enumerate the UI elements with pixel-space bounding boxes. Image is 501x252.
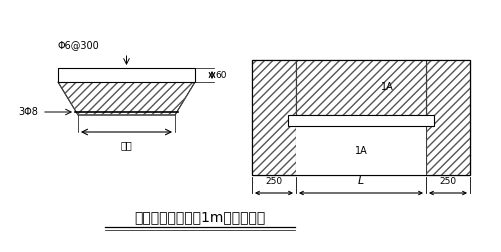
Polygon shape xyxy=(58,82,195,115)
Text: 当洞宽小于或等于1m时过梁做法: 当洞宽小于或等于1m时过梁做法 xyxy=(134,210,266,224)
Bar xyxy=(296,60,426,115)
Bar xyxy=(296,60,426,115)
Bar xyxy=(426,60,470,175)
Text: 洞宽: 洞宽 xyxy=(121,140,132,150)
Bar xyxy=(252,60,470,175)
Bar xyxy=(288,115,434,126)
Text: 1A: 1A xyxy=(355,145,367,155)
Bar xyxy=(252,60,470,175)
Bar xyxy=(252,60,296,175)
Text: 250: 250 xyxy=(439,177,456,186)
Text: 250: 250 xyxy=(266,177,283,186)
Text: Φ6@300: Φ6@300 xyxy=(58,40,100,50)
Bar xyxy=(296,126,426,175)
Bar xyxy=(426,60,470,175)
Text: 3Φ8: 3Φ8 xyxy=(18,107,38,117)
Bar xyxy=(58,68,195,82)
Text: 1A: 1A xyxy=(380,82,393,92)
Text: 60: 60 xyxy=(215,71,226,79)
Bar xyxy=(252,60,296,175)
Text: L: L xyxy=(358,176,364,186)
